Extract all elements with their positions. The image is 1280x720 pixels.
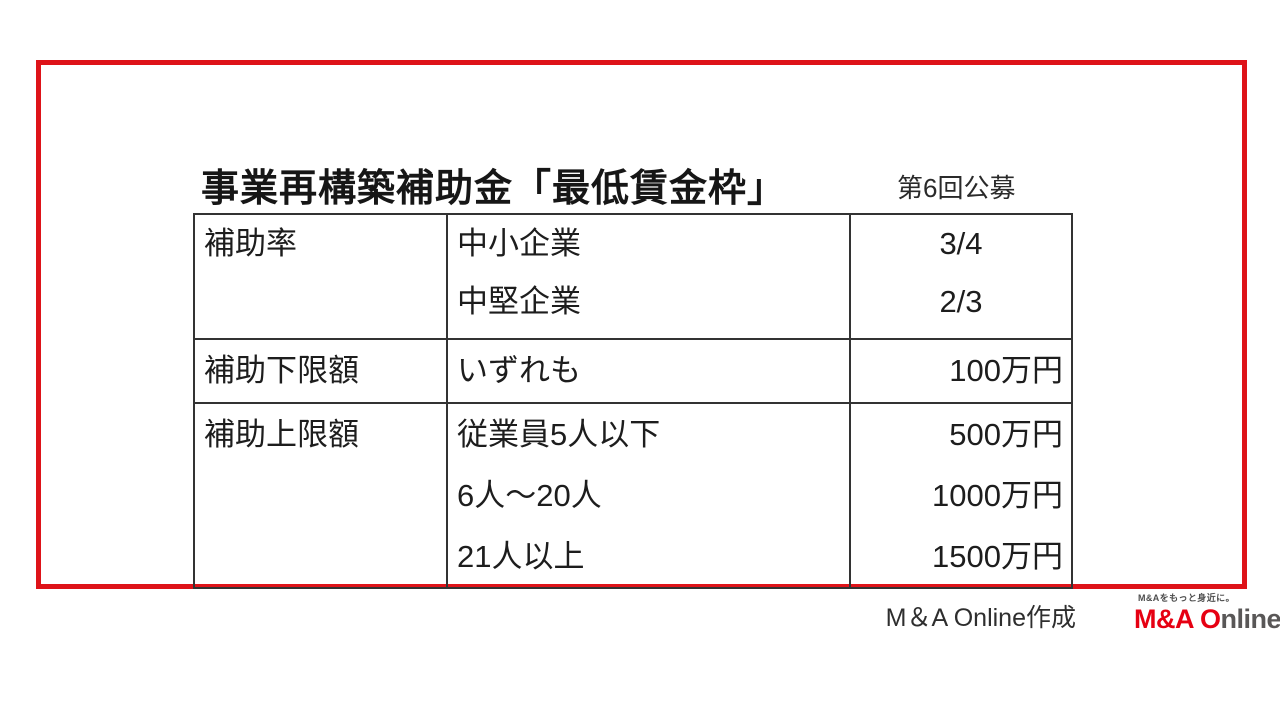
round-label: 第6回公募 <box>897 173 1016 203</box>
cell-values: 500万円 1000万円 1500万円 <box>849 402 1073 589</box>
logo-wordmark: M&A Online <box>1134 604 1280 634</box>
cell-label: 補助下限額 <box>193 338 448 404</box>
value-text: 100万円 <box>949 353 1063 388</box>
table-row-subsidy-rate: 補助率 中小企業 中堅企業 3/4 2/3 <box>193 213 1073 340</box>
logo-wordmark-gray: nline <box>1220 604 1280 634</box>
value-text: 1500万円 <box>932 539 1063 574</box>
table-row-subsidy-minimum: 補助下限額 いずれも 100万円 <box>193 338 1073 404</box>
logo-tagline: M&Aをもっと身近に。 <box>1138 593 1235 603</box>
condition-text: 中堅企業 <box>457 284 581 319</box>
page-title: 事業再構築補助金「最低賃金枠」 <box>201 168 787 210</box>
table-row-subsidy-maximum: 補助上限額 従業員5人以下 6人〜20人 21人以上 500万円 1000万円 … <box>193 402 1073 589</box>
value-text: 1000万円 <box>932 478 1063 513</box>
cell-values: 3/4 2/3 <box>849 213 1073 340</box>
value-text: 2/3 <box>939 284 983 319</box>
cell-conditions: 従業員5人以下 6人〜20人 21人以上 <box>446 402 851 589</box>
row-label: 補助上限額 <box>204 417 359 452</box>
ma-online-logo: M&Aをもっと身近に。 M&A Online <box>1134 593 1280 634</box>
cell-label: 補助率 <box>193 213 448 340</box>
subsidy-table: 補助率 中小企業 中堅企業 3/4 2/3 補助下限額 いずれも 100万円 <box>193 213 1073 589</box>
row-label: 補助下限額 <box>204 353 359 388</box>
cell-conditions: いずれも <box>446 338 851 404</box>
condition-text: 6人〜20人 <box>457 478 602 513</box>
condition-text: いずれも <box>457 353 581 388</box>
condition-text: 中小企業 <box>457 226 581 261</box>
value-text: 3/4 <box>939 226 983 261</box>
condition-text: 21人以上 <box>457 539 585 574</box>
cell-conditions: 中小企業 中堅企業 <box>446 213 851 340</box>
cell-label: 補助上限額 <box>193 402 448 589</box>
attribution-text: M＆A Online作成 <box>885 604 1076 632</box>
logo-wordmark-red: M&A O <box>1134 604 1221 634</box>
cell-values: 100万円 <box>849 338 1073 404</box>
red-frame: 事業再構築補助金「最低賃金枠」 第6回公募 補助率 中小企業 中堅企業 3/4 … <box>36 60 1280 634</box>
condition-text: 従業員5人以下 <box>457 417 661 452</box>
value-text: 500万円 <box>949 417 1063 452</box>
row-label: 補助率 <box>204 226 297 261</box>
